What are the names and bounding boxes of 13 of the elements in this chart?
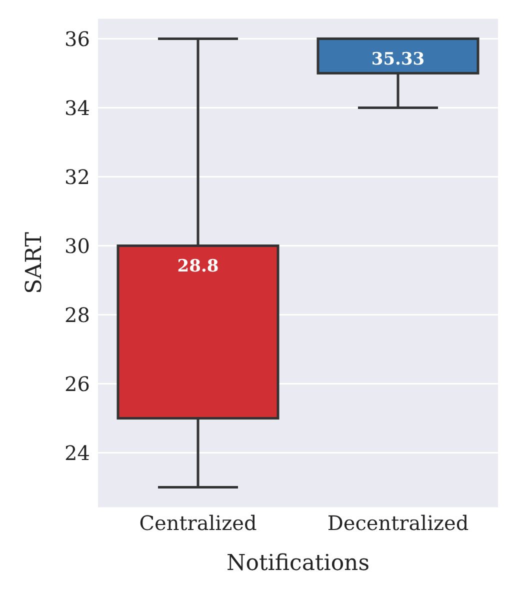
- y-axis-title: SART: [22, 232, 47, 294]
- y-tick-label: 36: [64, 26, 90, 51]
- annotation: 28.8: [177, 256, 219, 277]
- y-tick-label: 28: [64, 302, 90, 327]
- annotation: 35.33: [371, 50, 425, 70]
- y-tick-label: 24: [64, 440, 90, 465]
- y-tick-label: 30: [64, 234, 90, 258]
- x-axis-title: Notifications: [226, 551, 370, 576]
- x-tick-label: Decentralized: [327, 511, 469, 536]
- x-tick-label: Centralized: [139, 511, 257, 536]
- y-tick-label: 34: [64, 96, 90, 120]
- y-tick-label: 26: [64, 372, 90, 396]
- y-tick-label: 32: [64, 164, 90, 189]
